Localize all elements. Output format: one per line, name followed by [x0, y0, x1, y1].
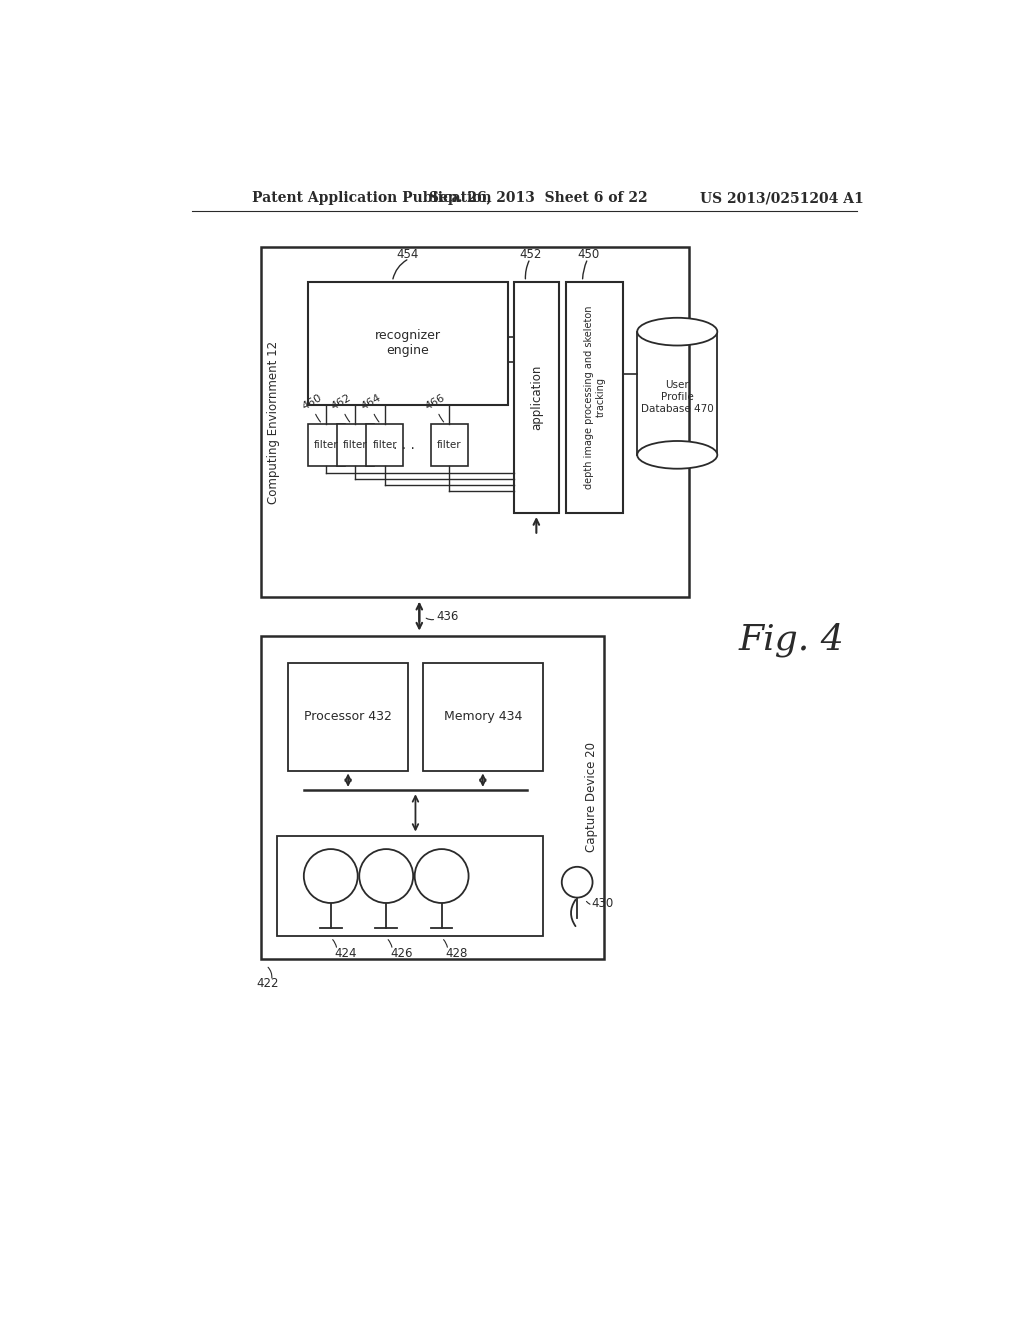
Bar [307, 424, 345, 466]
Text: 424: 424 [335, 946, 357, 960]
Text: 452: 452 [520, 248, 542, 261]
Text: 422: 422 [256, 977, 279, 990]
Text: 426: 426 [390, 946, 413, 960]
Circle shape [304, 849, 357, 903]
Bar [565, 281, 624, 512]
Circle shape [562, 867, 593, 898]
Text: Processor 432: Processor 432 [304, 710, 392, 723]
Text: Patent Application Publication: Patent Application Publication [252, 191, 492, 206]
Bar [431, 424, 468, 466]
Text: 462: 462 [330, 393, 353, 412]
Text: 430: 430 [591, 898, 613, 911]
Ellipse shape [637, 441, 717, 469]
Text: 466: 466 [424, 393, 447, 412]
Text: filter: filter [437, 441, 462, 450]
Bar [276, 836, 543, 936]
Bar [514, 281, 559, 512]
Bar [367, 424, 403, 466]
Text: depth image processing and skeleton
tracking: depth image processing and skeleton trac… [584, 305, 605, 488]
Circle shape [359, 849, 413, 903]
Bar [289, 663, 408, 771]
Bar [307, 281, 508, 405]
Ellipse shape [637, 318, 717, 346]
Circle shape [415, 849, 469, 903]
Text: . . .: . . . [393, 438, 415, 453]
Text: 436: 436 [436, 610, 459, 623]
Text: Fig. 4: Fig. 4 [739, 623, 845, 657]
Text: 450: 450 [578, 248, 600, 261]
Text: application: application [529, 364, 543, 430]
Text: Memory 434: Memory 434 [443, 710, 522, 723]
Bar [337, 424, 374, 466]
Text: 460: 460 [301, 393, 324, 412]
Text: filter: filter [373, 441, 397, 450]
Bar [423, 663, 543, 771]
Text: filter: filter [313, 441, 339, 450]
Text: recognizer
engine: recognizer engine [375, 329, 440, 358]
Bar [261, 247, 689, 597]
Text: User
Profile
Database 470: User Profile Database 470 [641, 380, 714, 413]
Text: 454: 454 [396, 248, 419, 261]
Text: Computing Enviornment 12: Computing Enviornment 12 [267, 341, 281, 504]
Text: US 2013/0251204 A1: US 2013/0251204 A1 [700, 191, 864, 206]
Text: Sep. 26, 2013  Sheet 6 of 22: Sep. 26, 2013 Sheet 6 of 22 [429, 191, 648, 206]
Text: filter: filter [343, 441, 368, 450]
Text: Capture Device 20: Capture Device 20 [586, 742, 598, 853]
Text: 464: 464 [359, 393, 383, 412]
Text: 428: 428 [445, 946, 468, 960]
Bar [261, 636, 604, 960]
